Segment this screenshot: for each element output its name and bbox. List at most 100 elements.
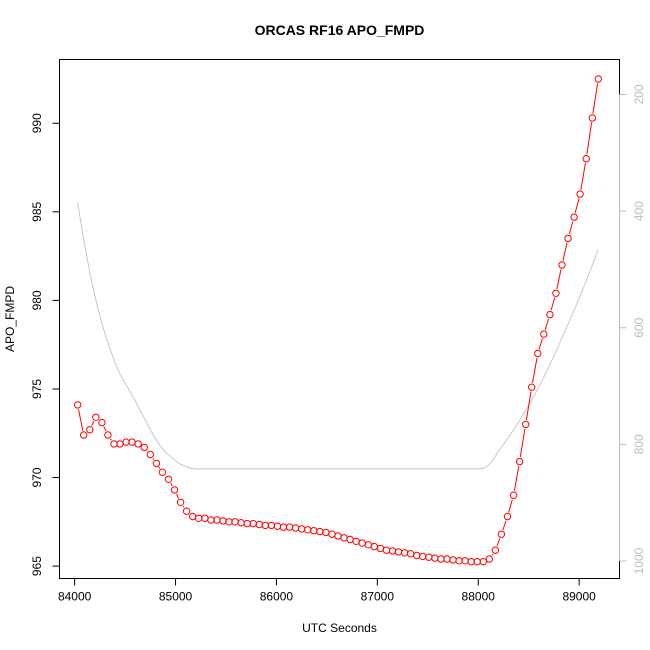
data-point bbox=[249, 519, 257, 528]
data-point bbox=[491, 546, 500, 554]
data-point bbox=[134, 440, 142, 448]
data-point bbox=[304, 526, 312, 534]
data-point bbox=[140, 443, 149, 452]
data-point bbox=[98, 418, 106, 427]
chart-title: ORCAS RF16 APO_FMPD bbox=[255, 22, 425, 38]
data-point bbox=[219, 517, 227, 525]
data-point bbox=[176, 498, 185, 506]
data-point bbox=[594, 75, 602, 83]
data-point bbox=[231, 518, 239, 526]
data-point bbox=[358, 539, 366, 547]
series-line-segment bbox=[538, 338, 543, 350]
data-point bbox=[255, 520, 263, 529]
data-point bbox=[564, 234, 572, 243]
series-line-segment bbox=[586, 122, 593, 155]
series-line-segment bbox=[91, 421, 95, 426]
data-point bbox=[122, 438, 130, 446]
data-point bbox=[116, 440, 124, 448]
series-line-segment bbox=[182, 505, 185, 508]
series-line-segment bbox=[508, 499, 513, 513]
data-point bbox=[497, 530, 506, 538]
right-tick-label: 1000 bbox=[632, 547, 646, 574]
data-point bbox=[352, 537, 360, 545]
series-line-segment bbox=[152, 457, 155, 460]
data-point bbox=[310, 527, 318, 535]
data-point bbox=[261, 521, 269, 530]
data-point bbox=[515, 457, 524, 466]
data-point bbox=[528, 383, 536, 391]
data-point bbox=[146, 450, 155, 459]
data-point bbox=[552, 289, 560, 297]
x-tick-label: 87000 bbox=[361, 590, 395, 604]
data-point bbox=[419, 552, 427, 561]
secondary-series-line bbox=[77, 202, 599, 470]
series-apo-fmpd bbox=[74, 75, 602, 566]
data-point bbox=[110, 440, 118, 448]
y-tick-label: 975 bbox=[30, 379, 44, 399]
data-point bbox=[195, 514, 203, 522]
series-line-segment bbox=[110, 438, 112, 441]
data-point bbox=[340, 534, 348, 542]
data-point bbox=[182, 507, 191, 515]
data-point bbox=[86, 426, 94, 434]
series-line-segment bbox=[574, 198, 580, 213]
data-point bbox=[546, 310, 554, 319]
series-line-segment bbox=[556, 269, 562, 290]
y-tick-label: 990 bbox=[30, 113, 44, 133]
right-tick-label: 600 bbox=[632, 317, 646, 337]
data-point bbox=[92, 413, 100, 421]
data-point bbox=[334, 532, 342, 540]
secondary-series bbox=[77, 202, 599, 470]
data-point bbox=[170, 486, 179, 494]
data-point bbox=[164, 475, 173, 483]
series-line-segment bbox=[513, 465, 520, 491]
right-tick-label: 400 bbox=[632, 201, 646, 221]
y-tick-label: 965 bbox=[30, 556, 44, 576]
data-point bbox=[461, 557, 469, 565]
series-line-segment bbox=[502, 520, 507, 531]
y-axis-right: 200 400 600 800 1000 bbox=[619, 84, 646, 574]
plot-area-frame bbox=[59, 59, 620, 579]
y-tick-label: 970 bbox=[30, 467, 44, 487]
data-point bbox=[152, 459, 161, 468]
data-point bbox=[485, 555, 493, 563]
data-point bbox=[394, 548, 403, 556]
series-line-segment bbox=[550, 297, 556, 311]
data-point bbox=[273, 522, 282, 530]
data-point bbox=[104, 431, 112, 439]
x-tick-label: 86000 bbox=[260, 590, 294, 604]
data-point bbox=[207, 516, 215, 524]
data-point bbox=[582, 155, 590, 163]
x-tick-label: 89000 bbox=[562, 590, 596, 604]
data-point bbox=[298, 525, 306, 533]
data-point bbox=[503, 512, 512, 521]
series-line-segment bbox=[580, 163, 586, 190]
data-point bbox=[400, 549, 409, 557]
data-point bbox=[443, 555, 451, 563]
data-point bbox=[158, 468, 167, 476]
data-point bbox=[413, 551, 421, 560]
data-point bbox=[128, 438, 136, 446]
data-point bbox=[388, 547, 397, 555]
series-line-segment bbox=[170, 482, 173, 487]
data-point bbox=[364, 541, 372, 549]
data-point bbox=[473, 558, 481, 566]
data-point bbox=[406, 550, 415, 558]
data-point bbox=[279, 523, 288, 531]
data-point bbox=[376, 544, 385, 553]
data-point bbox=[213, 516, 221, 524]
data-point bbox=[570, 213, 578, 221]
series-line-segment bbox=[525, 391, 532, 421]
series-line-segment bbox=[562, 242, 568, 261]
data-point bbox=[522, 420, 530, 429]
x-axis: 84000 85000 86000 87000 88000 89000 bbox=[58, 578, 596, 604]
x-tick-label: 85000 bbox=[159, 590, 193, 604]
data-point bbox=[80, 431, 88, 439]
y-axis-label: APO_FMPD bbox=[3, 286, 17, 352]
series-line-segment bbox=[592, 83, 599, 114]
series-line-segment bbox=[544, 318, 549, 330]
series-line-segment bbox=[519, 428, 526, 458]
data-point bbox=[328, 530, 336, 538]
data-point bbox=[316, 527, 324, 536]
series-line-segment bbox=[491, 553, 494, 556]
